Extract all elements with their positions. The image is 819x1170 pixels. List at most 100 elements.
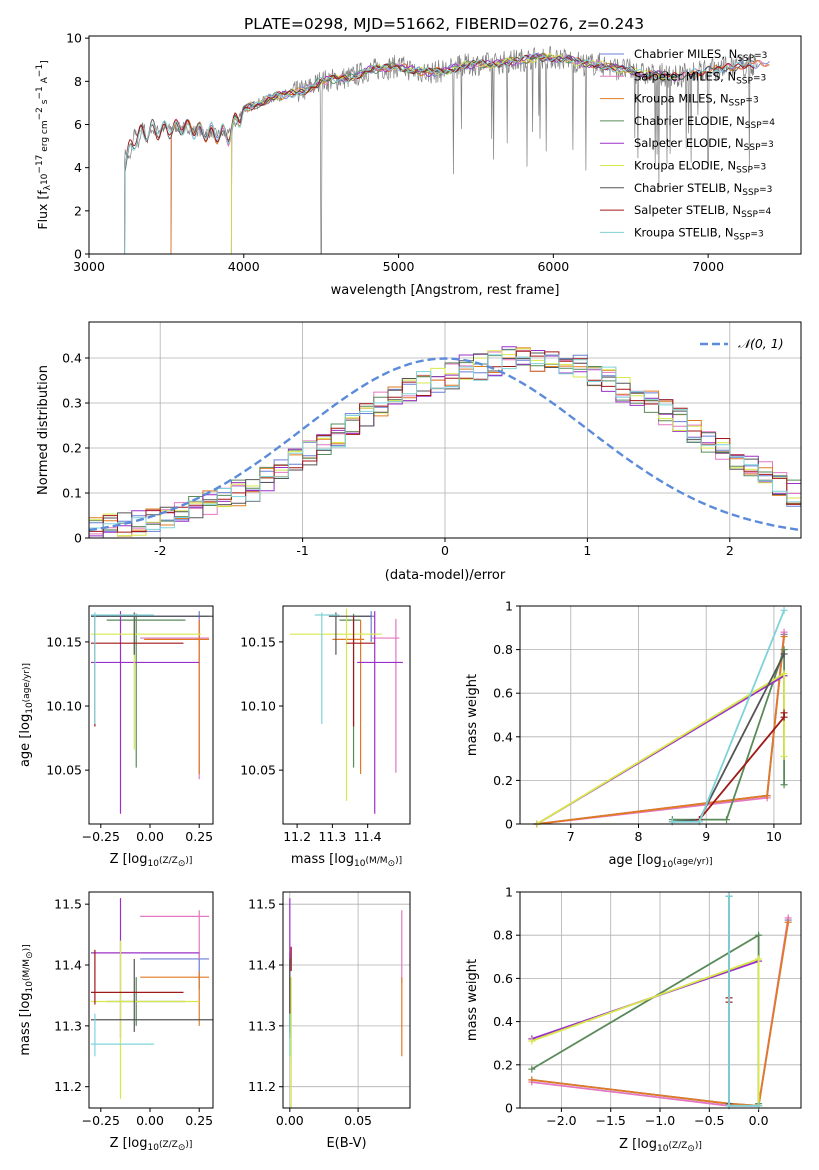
y-tick-label: 0.3 — [62, 396, 82, 411]
y-tick-label: 0.8 — [493, 642, 513, 657]
axes: −0.25 0.00 0.25 10.05 10.10 10.15 Z [log10(Z/Z… — [18, 605, 214, 869]
y-axis-label: mass weight — [465, 674, 480, 756]
y-tick-label: 2 — [74, 203, 82, 218]
x-tick-label: 0.25 — [185, 1113, 213, 1128]
y-tick-label: 10.05 — [240, 763, 276, 778]
x-tick-label: 0.00 — [136, 1113, 164, 1128]
residual-x-axis-label: (data-model)/error — [385, 568, 506, 583]
y-tick-label: 11.4 — [248, 958, 276, 973]
y-tick-label: 8 — [74, 74, 82, 89]
y-tick-label: 0 — [505, 1101, 513, 1116]
y-tick-label: 0 — [74, 531, 82, 546]
x-tick-label: 0.05 — [344, 1113, 372, 1128]
x-axis-label: Z [log10(Z/Z⊙)] — [619, 1137, 702, 1154]
x-tick-label: −1.0 — [645, 1113, 675, 1128]
axes-frame — [88, 605, 214, 825]
legend-entry: Salpeter MILES, NSSP=3 — [634, 69, 766, 86]
y-tick-label: 11.2 — [54, 1079, 82, 1094]
y-tick-label: 0.2 — [493, 1057, 513, 1072]
x-tick-label: 0.00 — [276, 1113, 304, 1128]
x-tick-label: −0.25 — [82, 829, 120, 844]
x-tick-label: 6000 — [537, 259, 569, 274]
axes: 11.2 11.3 11.4 10.05 10.10 10.15 mass [log10(M… — [240, 605, 411, 869]
weight-line-kroupa-miles — [531, 922, 790, 1107]
y-tick-label: 0.1 — [62, 486, 82, 501]
axes: −0.25 0.00 0.25 11.2 11.3 11.4 11.5 Z [log10(Z/… — [18, 891, 214, 1153]
x-tick-label: 8 — [635, 829, 643, 844]
y-tick-label: 0 — [505, 817, 513, 832]
x-tick-label: 9 — [702, 829, 710, 844]
legend-entry: Kroupa STELIB, NSSP=3 — [634, 225, 764, 242]
y-axis-label: mass [log10(M/M⊙)] — [18, 944, 35, 1055]
x-tick-label: 4000 — [228, 259, 260, 274]
x-tick-label: 0 — [441, 543, 449, 558]
x-tick-label: 5000 — [383, 259, 415, 274]
y-tick-label: 10.15 — [240, 634, 276, 649]
x-tick-label: 11.4 — [354, 829, 382, 844]
x-tick-label: -2 — [154, 543, 166, 558]
y-tick-label: 11.2 — [248, 1079, 276, 1094]
legend-entry: Kroupa MILES, NSSP=3 — [634, 92, 759, 109]
axes-frame — [519, 605, 802, 825]
x-tick-label: 1 — [583, 543, 591, 558]
x-tick-label: 11.3 — [318, 829, 346, 844]
x-axis-label: age [log10(age/yr)] — [608, 853, 712, 870]
figure-title: PLATE=0298, MJD=51662, FIBERID=0276, z=0… — [244, 15, 644, 33]
legend-entry: Chabrier ELODIE, NSSP=4 — [634, 114, 775, 131]
y-tick-label: 0.8 — [493, 928, 513, 943]
axes-frame — [88, 321, 802, 539]
y-tick-label: 0.4 — [493, 729, 513, 744]
y-tick-label: 11.3 — [248, 1018, 276, 1033]
y-tick-label: 0 — [74, 247, 82, 262]
y-tick-label: 10 — [66, 31, 82, 46]
axes: -2 -1 0 1 2 0 0.1 0.2 0.3 0.4 (data-model)/error No… — [36, 321, 802, 583]
y-tick-label: 0.2 — [493, 773, 513, 788]
y-tick-label: 11.3 — [54, 1018, 82, 1033]
x-tick-label: −2.0 — [546, 1113, 576, 1128]
x-tick-label: 0.00 — [136, 829, 164, 844]
legend-entry: Salpeter ELODIE, NSSP=3 — [634, 136, 774, 153]
x-tick-label: 7000 — [692, 259, 724, 274]
axes-frame — [282, 605, 411, 825]
y-tick-label: 1 — [505, 599, 513, 614]
y-tick-label: 10.10 — [240, 699, 276, 714]
y-tick-label: 0.2 — [62, 441, 82, 456]
x-axis-label: Z [log10(Z/Z⊙)] — [110, 1136, 193, 1153]
y-tick-label: 0.6 — [493, 686, 513, 701]
axes-frame — [88, 891, 214, 1109]
normal-curve — [89, 357, 801, 532]
spectrum-y-axis-label: Flux [fλ10−17 erg cm−2 s−1 A−1] — [35, 60, 53, 229]
y-tick-label: 0.6 — [493, 971, 513, 986]
x-tick-label: −0.25 — [82, 1113, 120, 1128]
spectrum-x-axis-label: wavelength [Angstrom, rest frame] — [331, 283, 560, 298]
histogram-kroupa-stelib — [89, 354, 801, 530]
spectrum-model-salpeter-elodie — [230, 54, 677, 254]
x-tick-label: 2 — [726, 543, 734, 558]
y-tick-label: 11.4 — [54, 958, 82, 973]
y-tick-label: 0.4 — [62, 351, 82, 366]
spectrum-model-chabrier-miles — [170, 52, 770, 254]
axes: 0.00 0.05 11.2 11.3 11.4 11.5 E(B-V) — [248, 891, 411, 1151]
x-axis-label: Z [log10(Z/Z⊙)] — [110, 852, 193, 869]
y-tick-label: 1 — [505, 885, 513, 900]
legend-entry: Chabrier MILES, NSSP=3 — [634, 47, 767, 64]
y-tick-label: 4 — [74, 160, 82, 175]
spectrum-model-salpeter-stelib — [124, 53, 755, 254]
y-axis-label: age [log10(age/yr)] — [18, 663, 35, 767]
x-tick-label: 0.0 — [749, 1113, 769, 1128]
y-tick-label: 6 — [74, 117, 82, 132]
y-tick-label: 11.5 — [54, 897, 82, 912]
spectrum-model-kroupa-stelib — [124, 53, 754, 254]
axes-frame — [519, 891, 802, 1109]
legend-entry: Salpeter STELIB, NSSP=4 — [634, 203, 771, 220]
y-axis-label: mass weight — [465, 959, 480, 1041]
y-tick-label: 11.5 — [248, 897, 276, 912]
axes: 3000 4000 5000 6000 7000 0 2 4 6 8 10 wavelength [A… — [35, 31, 802, 298]
x-tick-label: 11.2 — [283, 829, 311, 844]
x-axis-label: E(B-V) — [326, 1136, 366, 1151]
x-tick-label: 3000 — [73, 259, 105, 274]
spectrum-model-kroupa-elodie — [230, 53, 677, 254]
axes-frame — [282, 891, 411, 1109]
x-tick-label: 0.25 — [185, 829, 213, 844]
